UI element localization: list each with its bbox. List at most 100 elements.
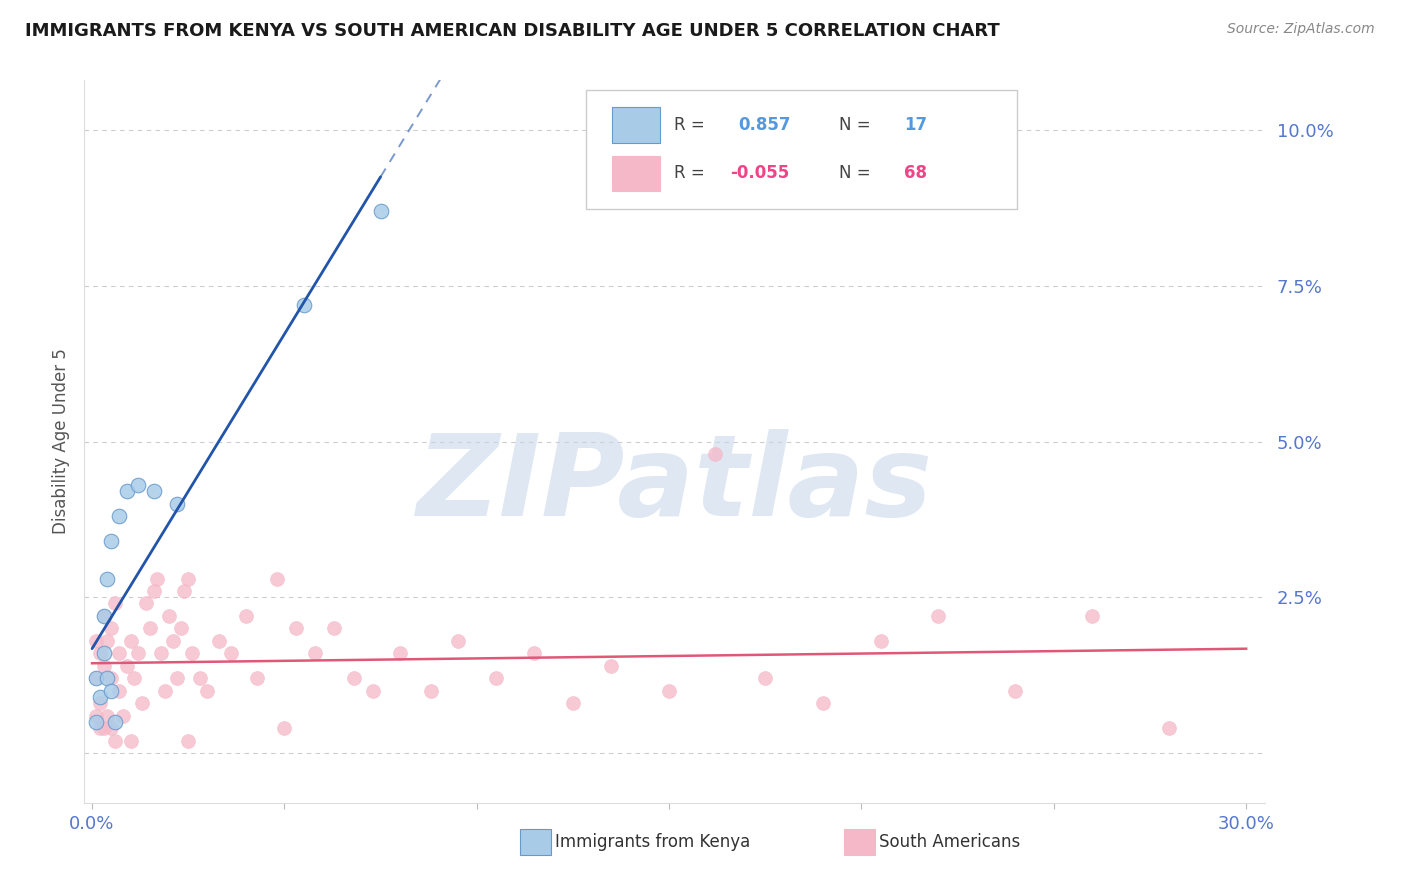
Point <box>304 646 326 660</box>
Point <box>108 646 131 660</box>
Point <box>177 572 200 586</box>
Text: South Americans: South Americans <box>879 833 1019 851</box>
Point <box>284 621 307 635</box>
Point <box>561 696 583 710</box>
Point <box>135 597 157 611</box>
Point <box>162 633 184 648</box>
Text: -0.055: -0.055 <box>730 164 790 182</box>
Point <box>100 721 122 735</box>
Point <box>246 671 269 685</box>
Point <box>127 646 149 660</box>
Point <box>197 683 219 698</box>
Point <box>100 671 122 685</box>
Point <box>131 696 153 710</box>
Point <box>153 683 176 698</box>
Text: N =: N = <box>839 116 876 134</box>
Bar <box>612 107 659 143</box>
Point <box>166 497 188 511</box>
Bar <box>612 155 659 191</box>
Point <box>927 609 949 624</box>
Point <box>89 696 111 710</box>
Point <box>104 597 127 611</box>
Point <box>361 683 384 698</box>
Point <box>208 633 231 648</box>
Point <box>146 572 169 586</box>
Point <box>84 633 107 648</box>
Text: 68: 68 <box>904 164 927 182</box>
Point <box>754 671 776 685</box>
Point <box>96 708 118 723</box>
Point <box>1004 683 1026 698</box>
Point <box>181 646 204 660</box>
Point <box>169 621 191 635</box>
Point <box>127 478 149 492</box>
Text: 17: 17 <box>904 116 927 134</box>
Point <box>84 671 107 685</box>
Point <box>100 683 122 698</box>
Point <box>84 714 107 729</box>
Text: R =: R = <box>673 164 710 182</box>
Point <box>869 633 891 648</box>
Point <box>89 690 111 704</box>
Point <box>388 646 411 660</box>
Point <box>115 484 138 499</box>
Point <box>93 609 115 624</box>
Text: 0.857: 0.857 <box>738 116 792 134</box>
Text: ZIPatlas: ZIPatlas <box>416 429 934 541</box>
Point <box>188 671 211 685</box>
Point <box>323 621 346 635</box>
Point <box>93 658 115 673</box>
Point <box>1159 721 1181 735</box>
Point <box>93 609 115 624</box>
Point <box>1081 609 1104 624</box>
Point <box>600 658 623 673</box>
Point <box>93 646 115 660</box>
Point <box>485 671 508 685</box>
Point <box>124 671 146 685</box>
FancyBboxPatch shape <box>586 90 1018 209</box>
Point <box>219 646 242 660</box>
Point <box>96 572 118 586</box>
Point <box>266 572 288 586</box>
Point <box>115 658 138 673</box>
Point <box>704 447 727 461</box>
Text: IMMIGRANTS FROM KENYA VS SOUTH AMERICAN DISABILITY AGE UNDER 5 CORRELATION CHART: IMMIGRANTS FROM KENYA VS SOUTH AMERICAN … <box>25 22 1000 40</box>
Point <box>104 714 127 729</box>
Point <box>84 671 107 685</box>
Point <box>96 671 118 685</box>
Point <box>658 683 681 698</box>
Point <box>104 733 127 747</box>
Point <box>235 609 257 624</box>
Point <box>111 708 134 723</box>
Point <box>139 621 162 635</box>
Point <box>273 721 295 735</box>
Point <box>84 708 107 723</box>
Point <box>343 671 366 685</box>
Point <box>120 633 142 648</box>
Point <box>157 609 180 624</box>
Point <box>108 509 131 524</box>
Y-axis label: Disability Age Under 5: Disability Age Under 5 <box>52 349 70 534</box>
Point <box>177 733 200 747</box>
Point <box>370 204 392 219</box>
Point <box>523 646 546 660</box>
Point <box>419 683 441 698</box>
Point <box>811 696 834 710</box>
Point <box>142 584 165 599</box>
Point <box>100 534 122 549</box>
Text: R =: R = <box>673 116 710 134</box>
Point <box>100 621 122 635</box>
Point <box>96 633 118 648</box>
Point <box>89 646 111 660</box>
Point <box>142 484 165 499</box>
Point <box>446 633 468 648</box>
Text: Source: ZipAtlas.com: Source: ZipAtlas.com <box>1227 22 1375 37</box>
Text: Immigrants from Kenya: Immigrants from Kenya <box>555 833 751 851</box>
Point <box>292 297 315 311</box>
Point <box>120 733 142 747</box>
Point <box>173 584 195 599</box>
Point <box>150 646 173 660</box>
Point <box>93 721 115 735</box>
Point <box>108 683 131 698</box>
Point <box>89 721 111 735</box>
